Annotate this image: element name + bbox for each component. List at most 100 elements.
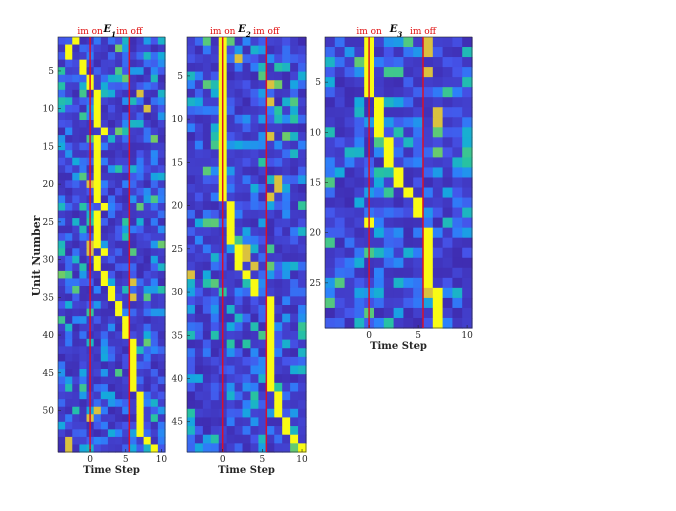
heatmap-cell <box>122 97 130 106</box>
heatmap-cell <box>72 44 80 53</box>
heatmap-cell <box>266 183 275 194</box>
heatmap-cell <box>143 414 152 423</box>
heatmap-cell <box>115 301 123 310</box>
heatmap-cell <box>115 316 123 325</box>
heatmap-cell <box>298 235 307 246</box>
heatmap-cell <box>79 406 88 415</box>
heatmap-cell <box>107 44 116 53</box>
heatmap-cell <box>282 426 291 436</box>
heatmap-cell <box>136 225 145 234</box>
heatmap-cell <box>107 225 116 234</box>
heatmap-cell <box>403 117 414 128</box>
heatmap-cell <box>115 82 123 91</box>
heatmap-cell <box>202 400 212 410</box>
heatmap-cell <box>136 195 145 204</box>
x-axis-label: Time Step <box>218 465 275 476</box>
heatmap-cell <box>210 287 220 297</box>
heatmap-cell <box>136 127 145 136</box>
heatmap-cell <box>136 369 145 378</box>
heatmap-cell <box>58 406 66 415</box>
heatmap-cell <box>157 414 166 423</box>
heatmap-cell <box>210 408 220 419</box>
heatmap-cell <box>194 374 204 384</box>
heatmap-cell <box>187 382 196 393</box>
heatmap-cell <box>423 177 434 189</box>
heatmap-cell <box>72 293 80 302</box>
heatmap-cell <box>202 88 212 99</box>
heatmap-cell <box>354 57 365 68</box>
heatmap-cell <box>403 57 414 68</box>
heatmap-cell <box>325 237 336 249</box>
heatmap-cell <box>93 369 102 378</box>
heatmap-cell <box>274 261 283 272</box>
heatmap-cell <box>403 177 414 189</box>
heatmap-cell <box>143 172 152 181</box>
heatmap-cell <box>129 421 138 430</box>
heatmap-cell <box>266 279 275 289</box>
heatmap-cell <box>194 305 204 315</box>
heatmap-cell <box>194 183 204 194</box>
heatmap-cell <box>432 87 444 98</box>
heatmap-cell <box>274 322 283 332</box>
heatmap-cell <box>58 240 66 249</box>
heatmap-cell <box>136 270 145 280</box>
heatmap-cell <box>210 71 220 81</box>
heatmap-cell <box>403 207 414 219</box>
heatmap-cell <box>344 237 355 249</box>
heatmap-cell <box>187 400 196 410</box>
heatmap-cell <box>100 142 109 151</box>
heatmap-cell <box>298 305 307 315</box>
heatmap-cell <box>344 207 355 219</box>
heatmap-cell <box>65 316 73 325</box>
heatmap-cell <box>143 67 152 76</box>
heatmap-cell <box>234 279 244 289</box>
heatmap-cell <box>194 201 204 211</box>
heatmap-cell <box>393 117 404 128</box>
heatmap-cell <box>129 301 138 310</box>
heatmap-cell <box>226 270 236 280</box>
heatmap-cell <box>150 391 159 400</box>
heatmap-cell <box>226 192 236 202</box>
heatmap-cell <box>290 244 299 254</box>
heatmap-cell <box>129 74 138 83</box>
heatmap-cell <box>107 97 116 106</box>
heatmap-cell <box>344 137 355 148</box>
heatmap-cell <box>226 296 236 306</box>
heatmap-cell <box>122 120 130 129</box>
heatmap-cell <box>143 316 152 325</box>
heatmap-cell <box>122 429 130 438</box>
heatmap-cell <box>334 267 346 279</box>
heatmap-cell <box>282 183 291 194</box>
heatmap-cell <box>157 233 166 242</box>
heatmap-cell <box>115 157 123 166</box>
heatmap-cell <box>107 52 116 61</box>
heatmap-cell <box>202 71 212 81</box>
heatmap-cell <box>107 316 116 325</box>
heatmap-cell <box>452 277 463 289</box>
heatmap-cell <box>143 142 152 151</box>
heatmap-cell <box>150 414 159 423</box>
heatmap-cell <box>136 248 145 257</box>
heatmap-cell <box>432 117 444 128</box>
heatmap-cell <box>442 277 453 289</box>
heatmap-cell <box>413 87 424 98</box>
heatmap-cell <box>393 217 404 229</box>
heatmap-cell <box>187 417 196 427</box>
heatmap-cell <box>258 54 267 64</box>
heatmap-cell <box>334 77 346 88</box>
heatmap-cell <box>334 317 346 329</box>
heatmap-cell <box>226 106 236 116</box>
heatmap-cell <box>115 248 123 257</box>
heatmap-cell <box>274 80 283 90</box>
heatmap-cell <box>393 127 404 138</box>
heatmap-cell <box>234 175 244 185</box>
heatmap-cell <box>250 330 259 341</box>
heatmap-cell <box>100 89 109 98</box>
heatmap-cell <box>79 52 88 61</box>
heatmap-cell <box>354 247 365 259</box>
heatmap-cell <box>143 399 152 408</box>
heatmap-cell <box>266 270 275 280</box>
heatmap-cell <box>423 257 434 269</box>
heatmap-cell <box>282 71 291 81</box>
heatmap-cell <box>266 330 275 341</box>
